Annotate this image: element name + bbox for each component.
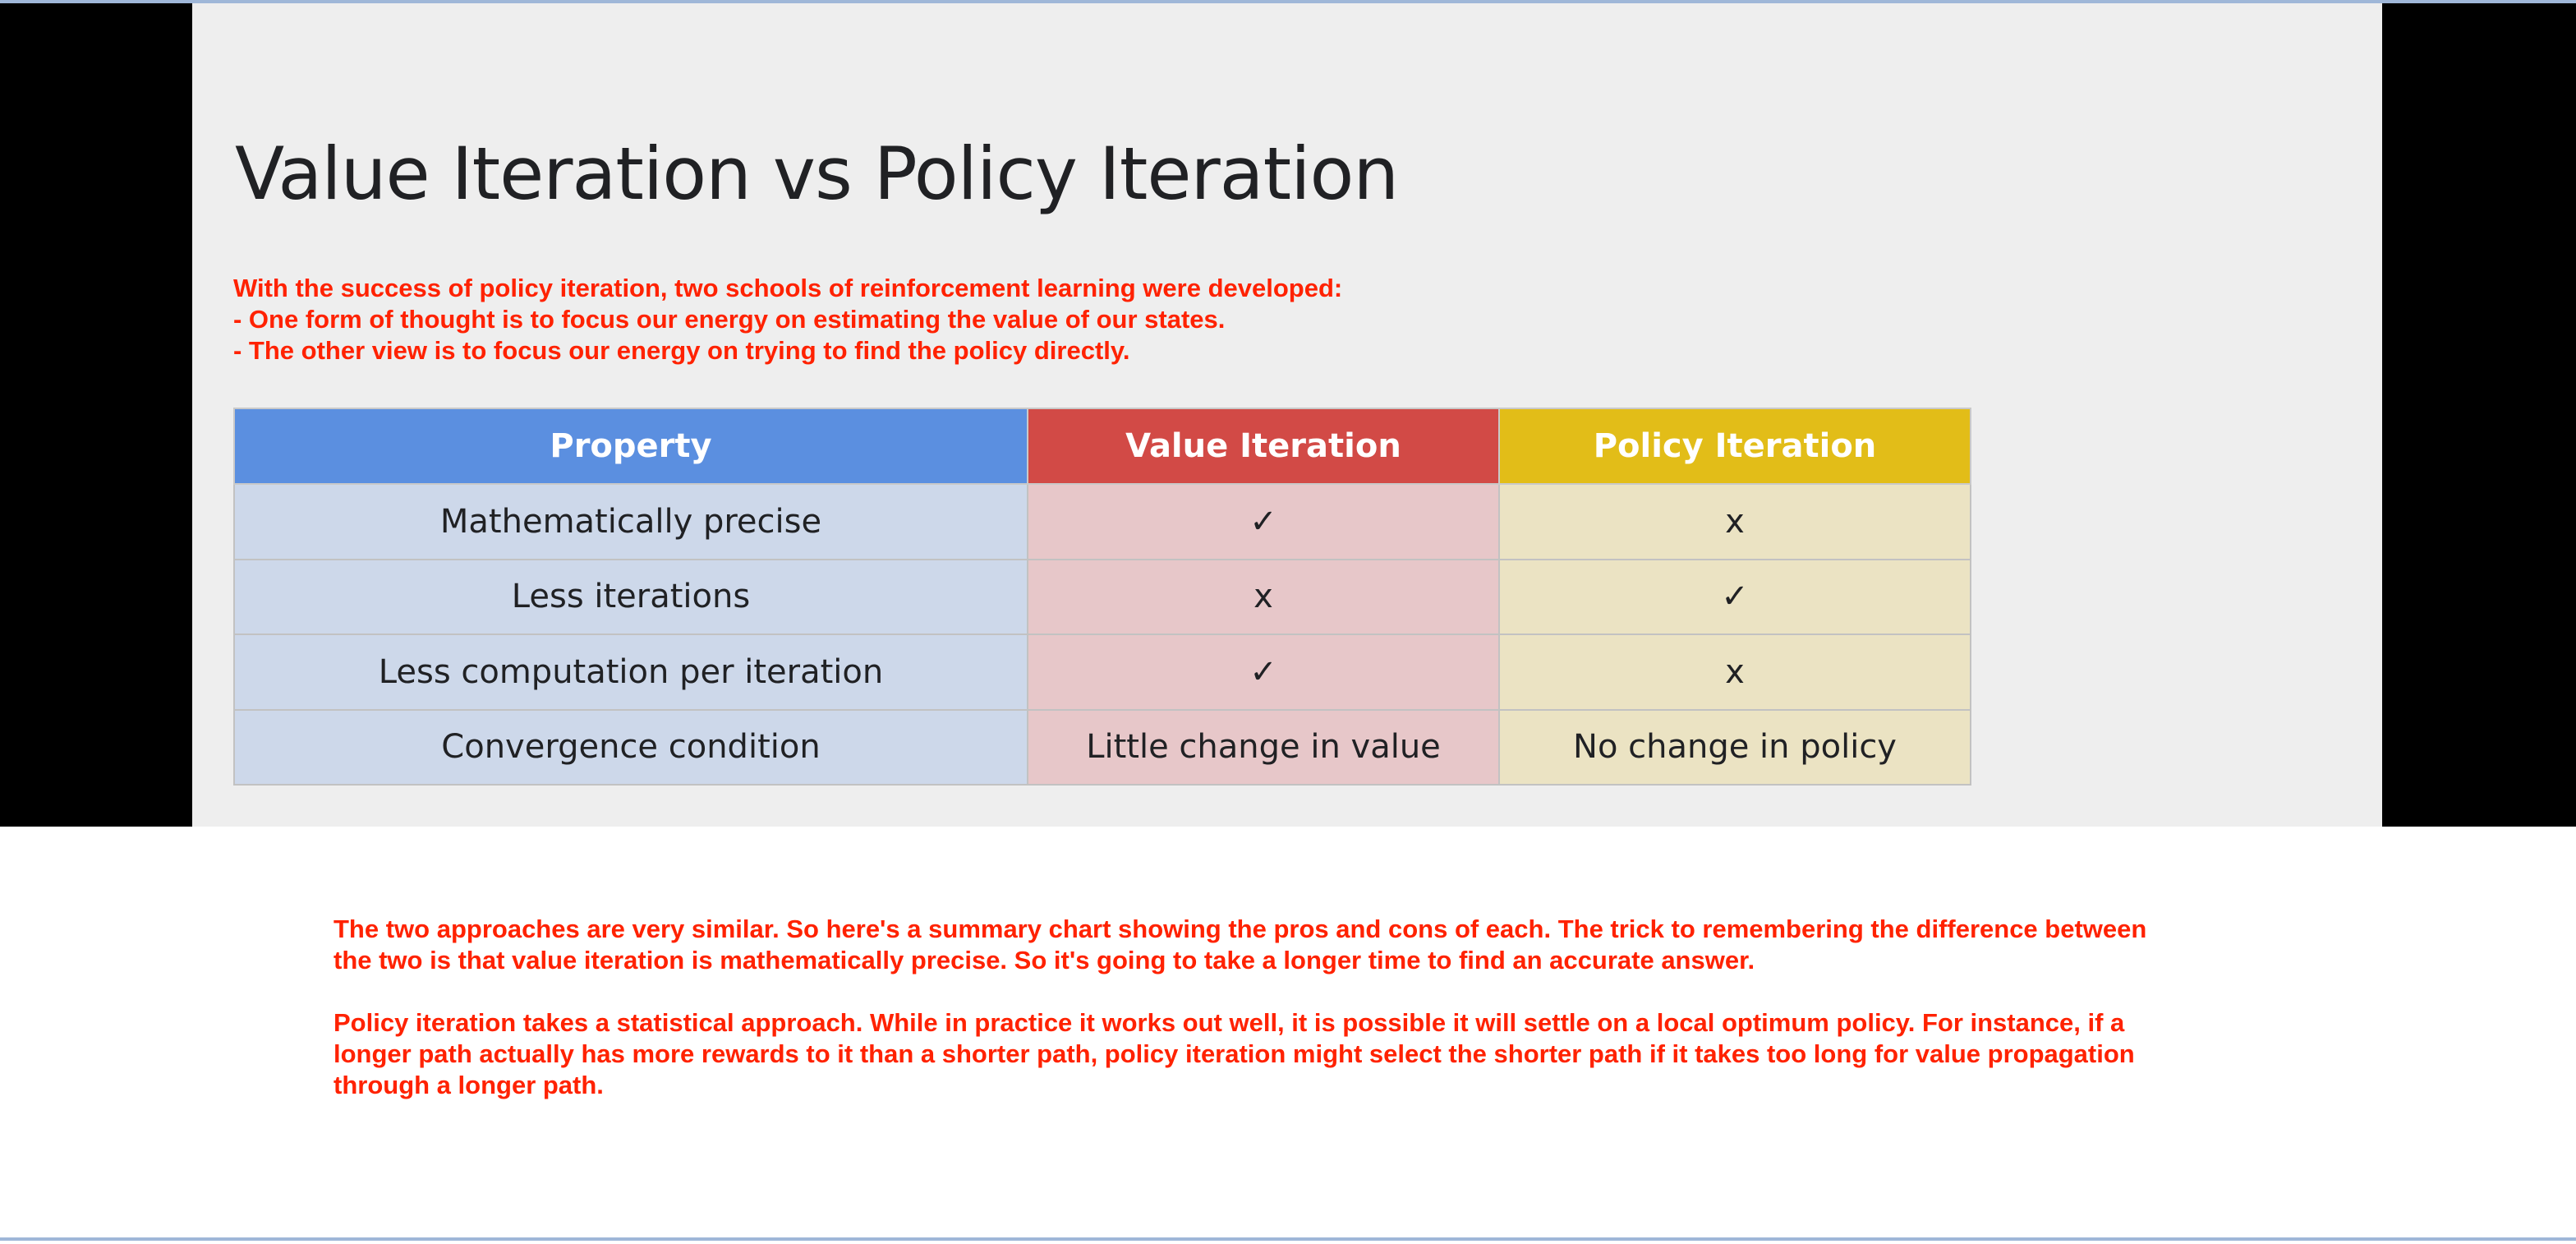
intro-line: - The other view is to focus our energy … [233,336,1130,365]
cell-value-iteration: Little change in value [1027,708,1500,786]
note-paragraph: The two approaches are very similar. So … [334,915,2147,974]
comparison-table: Property Value Iteration Policy Iteratio… [233,408,1971,786]
slide-title: Value Iteration vs Policy Iteration [235,131,1399,216]
intro-text: With the success of policy iteration, tw… [233,273,1876,366]
note-paragraph: Policy iteration takes a statistical app… [334,1008,2135,1099]
cell-property: Less computation per iteration [233,634,1028,711]
cell-policy-iteration: ✓ [1498,558,1971,635]
top-divider [0,0,2576,3]
cell-value-iteration: ✓ [1027,634,1500,711]
bottom-divider [0,1237,2576,1241]
table-row: Mathematically precise ✓ x [233,483,1971,560]
cell-property: Less iterations [233,558,1028,635]
cell-value-iteration: ✓ [1027,483,1500,560]
intro-line: - One form of thought is to focus our en… [233,305,1226,334]
cell-value-iteration: x [1027,558,1500,635]
cell-policy-iteration: No change in policy [1498,708,1971,786]
table-header-row: Property Value Iteration Policy Iteratio… [233,408,1971,485]
cell-policy-iteration: x [1498,483,1971,560]
table-row: Convergence condition Little change in v… [233,708,1971,786]
cell-policy-iteration: x [1498,634,1971,711]
header-value-iteration: Value Iteration [1027,408,1500,485]
cell-property: Convergence condition [233,708,1028,786]
table-row: Less iterations x ✓ [233,558,1971,635]
intro-line: With the success of policy iteration, tw… [233,274,1343,302]
table-row: Less computation per iteration ✓ x [233,634,1971,711]
header-property: Property [233,408,1028,485]
header-policy-iteration: Policy Iteration [1498,408,1971,485]
cell-property: Mathematically precise [233,483,1028,560]
